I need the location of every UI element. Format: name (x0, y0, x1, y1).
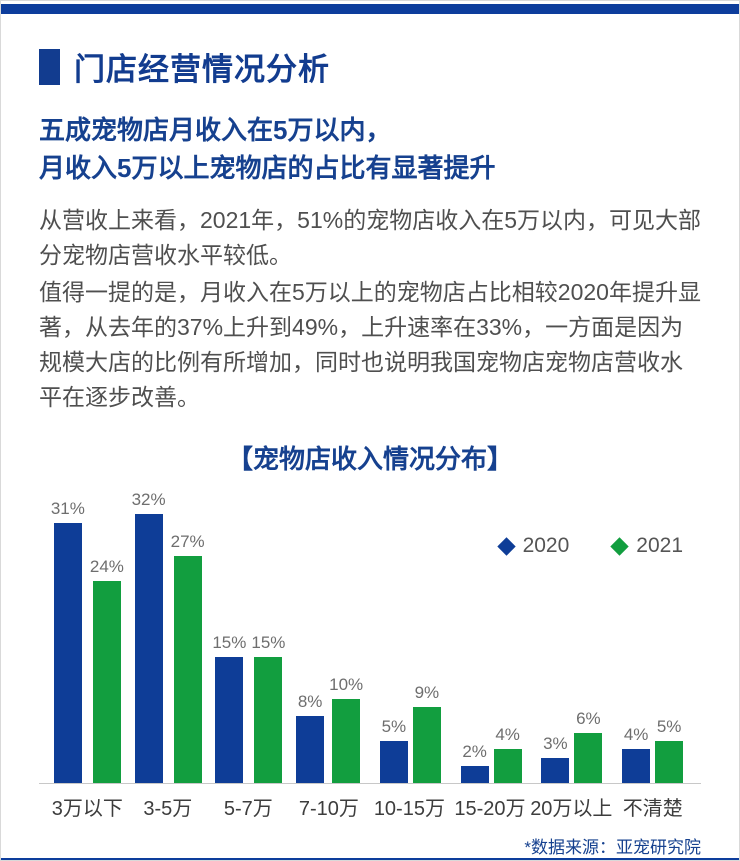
bar-column-2020: 2% (460, 742, 489, 783)
bar-column-2020: 3% (541, 733, 570, 783)
section-title: 门店经营情况分析 (74, 52, 330, 87)
bar-group: 2% 4% (451, 725, 532, 783)
section-header: 门店经营情况分析 (39, 44, 701, 89)
header-bullet-marker (39, 48, 60, 85)
bar (296, 715, 325, 783)
bar (622, 749, 651, 783)
bar (541, 757, 570, 783)
paragraph-1: 从营收上来看，2021年，51%的宠物店收入在5万以内，可见大部分宠物店营收水平… (39, 207, 701, 268)
x-axis-label: 10-15万 (373, 798, 445, 820)
bar-column-2021: 27% (171, 532, 205, 783)
bar-column-2021: 24% (90, 557, 124, 783)
bar-column-2020: 32% (132, 490, 166, 783)
bottom-accent-bar (1, 858, 739, 860)
bar-group: 4% 5% (612, 717, 693, 783)
bar-column-2021: 6% (574, 708, 603, 783)
key-finding-heading: 五成宠物店月收入在5万以内， 月收入5万以上宠物店的占比有显著提升 (39, 111, 701, 187)
bar-column-2020: 31% (51, 499, 85, 783)
key-finding-line-2: 月收入5万以上宠物店的占比有显著提升 (39, 153, 496, 183)
bar (254, 657, 283, 783)
bar-column-2021: 4% (493, 725, 522, 783)
bar (574, 732, 603, 783)
data-source-note: *数据来源：亚宠研究院 (524, 838, 701, 857)
x-axis-labels: 3万以下 3-5万 5-7万 7-10万 10-15万 15-20万 20万以上 不清楚 (39, 792, 701, 821)
x-axis-label: 5-7万 (223, 798, 273, 820)
x-axis-label: 3万以下 (51, 798, 123, 820)
bar-column-2021: 15% (251, 633, 285, 783)
bar-group: 8% 10% (289, 675, 370, 783)
bar (173, 556, 202, 783)
bar-group: 15% 15% (209, 633, 290, 783)
x-axis-label: 15-20万 (454, 798, 526, 820)
bar-column-2021: 5% (655, 717, 684, 783)
top-accent-bar (1, 4, 739, 14)
income-distribution-chart: 2020 2021 31% 24% 32% 27% 15% 15% 8% 10% 5% 9% 2% 4… (39, 482, 701, 821)
bar (460, 766, 489, 783)
bar (215, 657, 244, 783)
x-axis-label: 不清楚 (622, 798, 683, 820)
bar (53, 522, 82, 783)
bar-value-label: 4% (495, 725, 520, 745)
bar (134, 514, 163, 783)
bar-group: 3% 6% (532, 709, 613, 783)
x-axis-label: 20万以上 (530, 798, 613, 820)
bar-value-label: 32% (131, 490, 166, 510)
bar-value-label: 2% (462, 742, 487, 762)
bar-value-label: 15% (212, 633, 247, 652)
chart-title: 【宠物店收入情况分布】 (226, 444, 513, 474)
bar-value-label: 9% (414, 683, 440, 703)
x-axis-label: 3-5万 (143, 798, 193, 820)
chart-plot-area: 31% 24% 32% 27% 15% 15% 8% 10% 5% 9% 2% 4% 3% 6% 4% 5% (39, 482, 701, 784)
legend-item-2021: 2021 (610, 534, 683, 558)
legend-label-2020: 2020 (522, 534, 570, 557)
bar-value-label: 24% (89, 557, 124, 577)
bar (493, 749, 522, 783)
bar-value-label: 5% (381, 717, 407, 736)
bar-column-2020: 5% (379, 717, 408, 783)
paragraph-2: 值得一提的是，月收入在5万以上的宠物店占比相较2020年提升显著，从去年的37%… (39, 279, 701, 410)
x-axis-label: 7-10万 (298, 798, 359, 820)
bar (379, 741, 408, 783)
bar-column-2020: 8% (296, 691, 325, 783)
bar-column-2020: 4% (622, 725, 651, 783)
bar-value-label: 4% (623, 725, 649, 745)
bar-value-label: 5% (656, 717, 682, 736)
legend-marker-2020-icon (496, 536, 516, 556)
bar-value-label: 31% (50, 498, 85, 518)
chart-legend: 2020 2021 (496, 534, 683, 558)
key-finding-line-1: 五成宠物店月收入在5万以内， (39, 115, 392, 145)
bar-group: 32% 27% (128, 490, 209, 783)
bar-column-2020: 15% (212, 633, 246, 783)
bar-value-label: 27% (170, 532, 205, 552)
bar-value-label: 3% (543, 733, 568, 753)
bar-value-label: 15% (251, 633, 286, 652)
bar (92, 581, 121, 783)
bar (655, 741, 684, 783)
bar-column-2021: 10% (329, 675, 363, 783)
bar-value-label: 6% (576, 708, 601, 728)
bar (412, 707, 441, 783)
bar-group: 5% 9% (370, 683, 451, 783)
legend-item-2020: 2020 (496, 534, 570, 558)
bar-value-label: 10% (329, 675, 364, 694)
page-content: 门店经营情况分析 五成宠物店月收入在5万以内， 月收入5万以上宠物店的占比有显著… (1, 14, 739, 858)
bar-group: 31% 24% (47, 499, 128, 783)
bar-value-label: 8% (297, 691, 323, 711)
legend-label-2021: 2021 (636, 534, 683, 557)
bar (332, 699, 361, 783)
legend-marker-2021-icon (610, 536, 629, 556)
bar-column-2021: 9% (412, 683, 441, 783)
